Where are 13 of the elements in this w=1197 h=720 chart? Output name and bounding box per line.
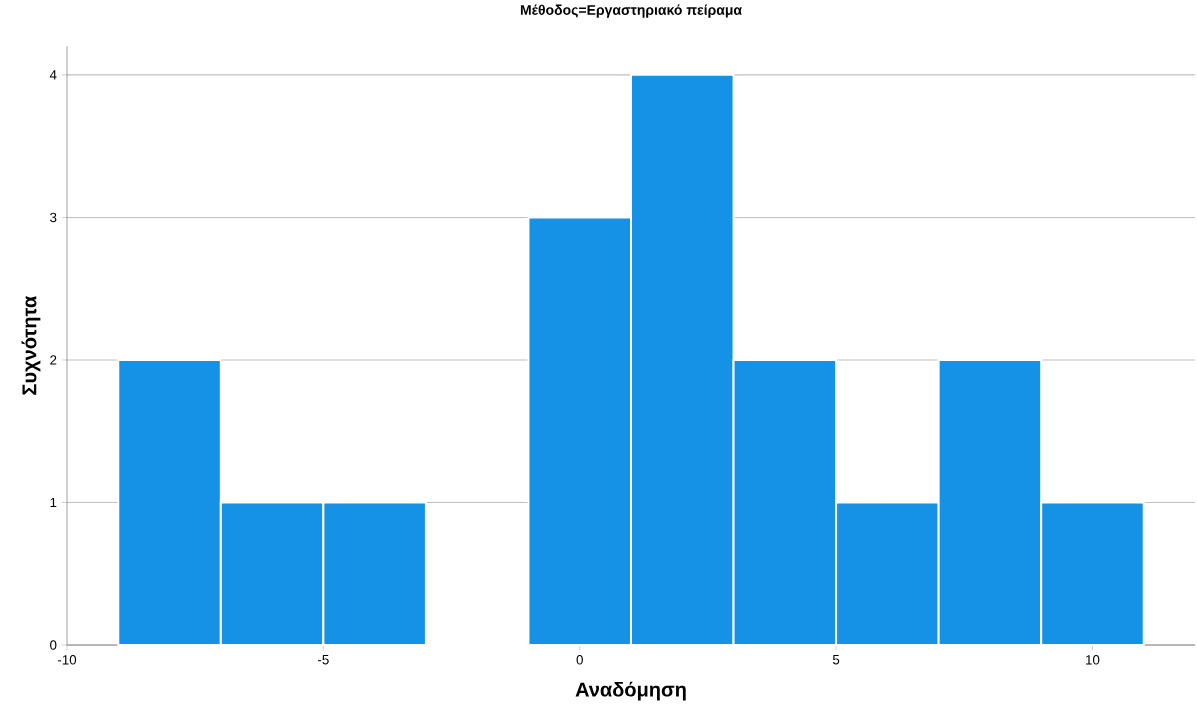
- y-tick-label: 3: [50, 212, 57, 223]
- y-tick-label: 0: [50, 640, 57, 650]
- y-tick-label: 4: [49, 70, 57, 80]
- x-tick-label: 5: [832, 655, 840, 665]
- x-tick-label: 10: [1086, 655, 1100, 665]
- y-tick-label: 2: [50, 355, 57, 365]
- x-tick-label: -10: [57, 655, 77, 665]
- x-tick-label: -5: [318, 655, 329, 665]
- chart-title: Μέθοδος=Εργαστηριακό πείραμα: [520, 4, 742, 18]
- x-axis-title: Αναδόμηση: [575, 681, 686, 701]
- y-axis-title: Συχνότητα: [21, 296, 41, 395]
- y-tick-label: 1: [50, 497, 57, 508]
- x-tick-label: 0: [576, 655, 583, 665]
